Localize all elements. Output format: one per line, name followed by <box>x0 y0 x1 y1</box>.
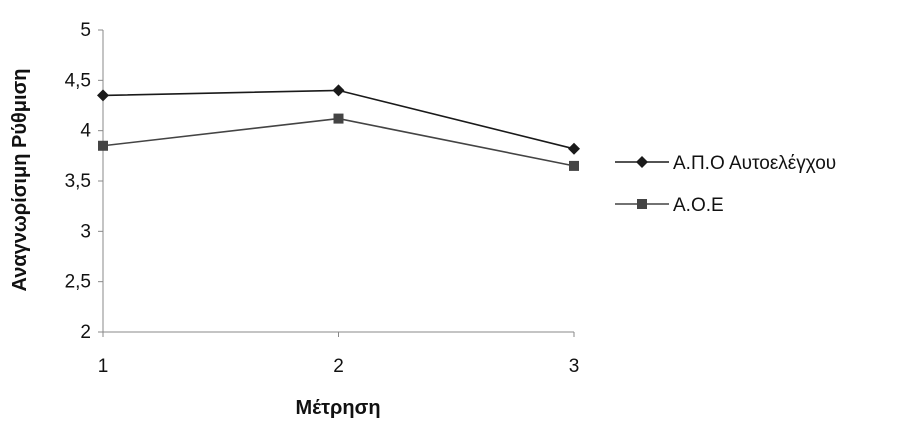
y-tick-label: 3 <box>80 221 91 242</box>
legend-marker <box>636 156 648 168</box>
x-tick-label: 2 <box>333 356 344 377</box>
data-point <box>569 161 579 171</box>
y-tick-label: 4,5 <box>65 70 91 91</box>
chart-legend: Α.Π.Ο Αυτοελέγχου Α.Ο.Ε <box>615 153 836 216</box>
legend-item: Α.Π.Ο Αυτοελέγχου <box>615 153 836 174</box>
chart-series <box>97 84 580 170</box>
y-axis-ticks: 2 2,5 3 3,5 4 4,5 5 <box>65 20 103 343</box>
data-point <box>333 84 345 96</box>
y-tick-label: 4 <box>80 121 91 142</box>
series-line <box>103 119 574 166</box>
y-tick-label: 5 <box>80 20 91 41</box>
data-point <box>98 141 108 151</box>
legend-item: Α.Ο.Ε <box>615 195 724 216</box>
chart-axes <box>103 30 574 332</box>
data-point <box>334 114 344 124</box>
y-tick-label: 2 <box>80 322 91 343</box>
x-tick-label: 3 <box>569 356 580 377</box>
legend-label: Α.Ο.Ε <box>673 195 724 216</box>
y-tick-label: 3,5 <box>65 171 91 192</box>
legend-label: Α.Π.Ο Αυτοελέγχου <box>673 153 836 174</box>
x-tick-label: 1 <box>98 356 109 377</box>
y-tick-label: 2,5 <box>65 272 91 293</box>
x-axis-ticks: 1 2 3 <box>98 332 580 377</box>
y-axis-title: Αναγνωρίσιμη Ρύθμιση <box>9 69 31 292</box>
legend-marker <box>637 199 647 209</box>
series-group <box>98 114 579 171</box>
x-axis-title: Μέτρηση <box>295 397 380 419</box>
data-point <box>568 143 580 155</box>
data-point <box>97 89 109 101</box>
